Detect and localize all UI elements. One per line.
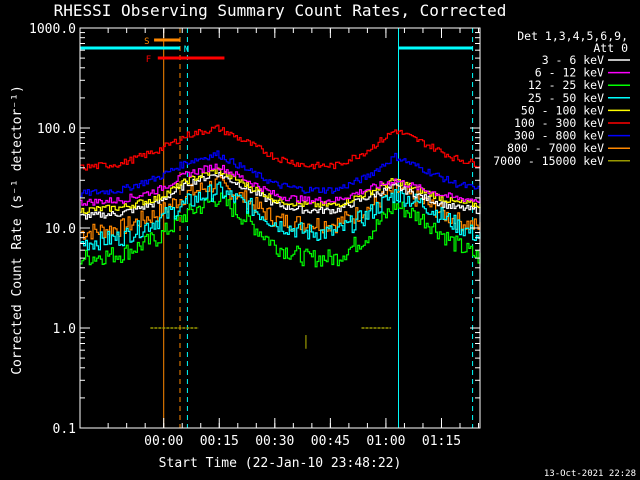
legend-label: 50 - 100 keV [521,103,604,117]
flag-label: F [146,55,151,65]
y-axis: 1000.0 100.0 10.0 1.0 0.1 [29,22,480,437]
legend-title-line2: Att 0 [593,41,628,55]
y-tick-label: 1.0 [53,322,76,337]
x-axis-label: Start Time (22-Jan-10 23:48:22) [159,456,402,471]
legend-label: 12 - 25 keV [528,78,604,92]
timestamp: 13-Oct-2021 22:28 [544,469,636,479]
flag-label: S [144,37,149,47]
y-axis-label: Corrected Count Rate (s⁻¹ detector⁻¹) [10,85,25,375]
series-line-6 [80,150,481,197]
x-tick-label: 01:15 [422,434,461,449]
legend-label: 800 - 7000 keV [507,141,604,155]
series-line-7 [80,175,481,240]
y-tick-label: 100.0 [37,122,76,137]
data-layer: S N F [79,28,481,428]
y-tick-label: 1000.0 [29,22,76,37]
x-tick-label: 00:45 [311,434,350,449]
legend-label: 7000 - 15000 keV [493,154,604,168]
series-line-5 [80,124,481,171]
series-line-1 [80,163,481,206]
x-tick-label: 00:00 [144,434,183,449]
flag-label: N [184,45,189,55]
x-tick-label: 00:30 [255,434,294,449]
legend-label: 6 - 12 keV [535,66,604,80]
series-line-0 [80,172,481,220]
legend-label: 300 - 800 keV [514,129,604,143]
legend-label: 25 - 50 keV [528,91,604,105]
y-tick-label: 0.1 [53,422,76,437]
legend-title-line1: Det 1,3,4,5,6,9, [517,29,628,43]
chart-title: RHESSI Observing Summary Count Rates, Co… [54,1,507,20]
x-tick-label: 00:15 [200,434,239,449]
legend-label: 100 - 300 keV [514,116,604,130]
x-tick-label: 01:00 [366,434,405,449]
series-line-3 [80,181,481,251]
y-tick-label: 10.0 [45,222,76,237]
x-axis: 00:00 00:15 00:30 00:45 01:00 01:15 [107,28,480,449]
series-line-2 [80,192,481,268]
legend-label: 3 - 6 keV [542,53,604,67]
